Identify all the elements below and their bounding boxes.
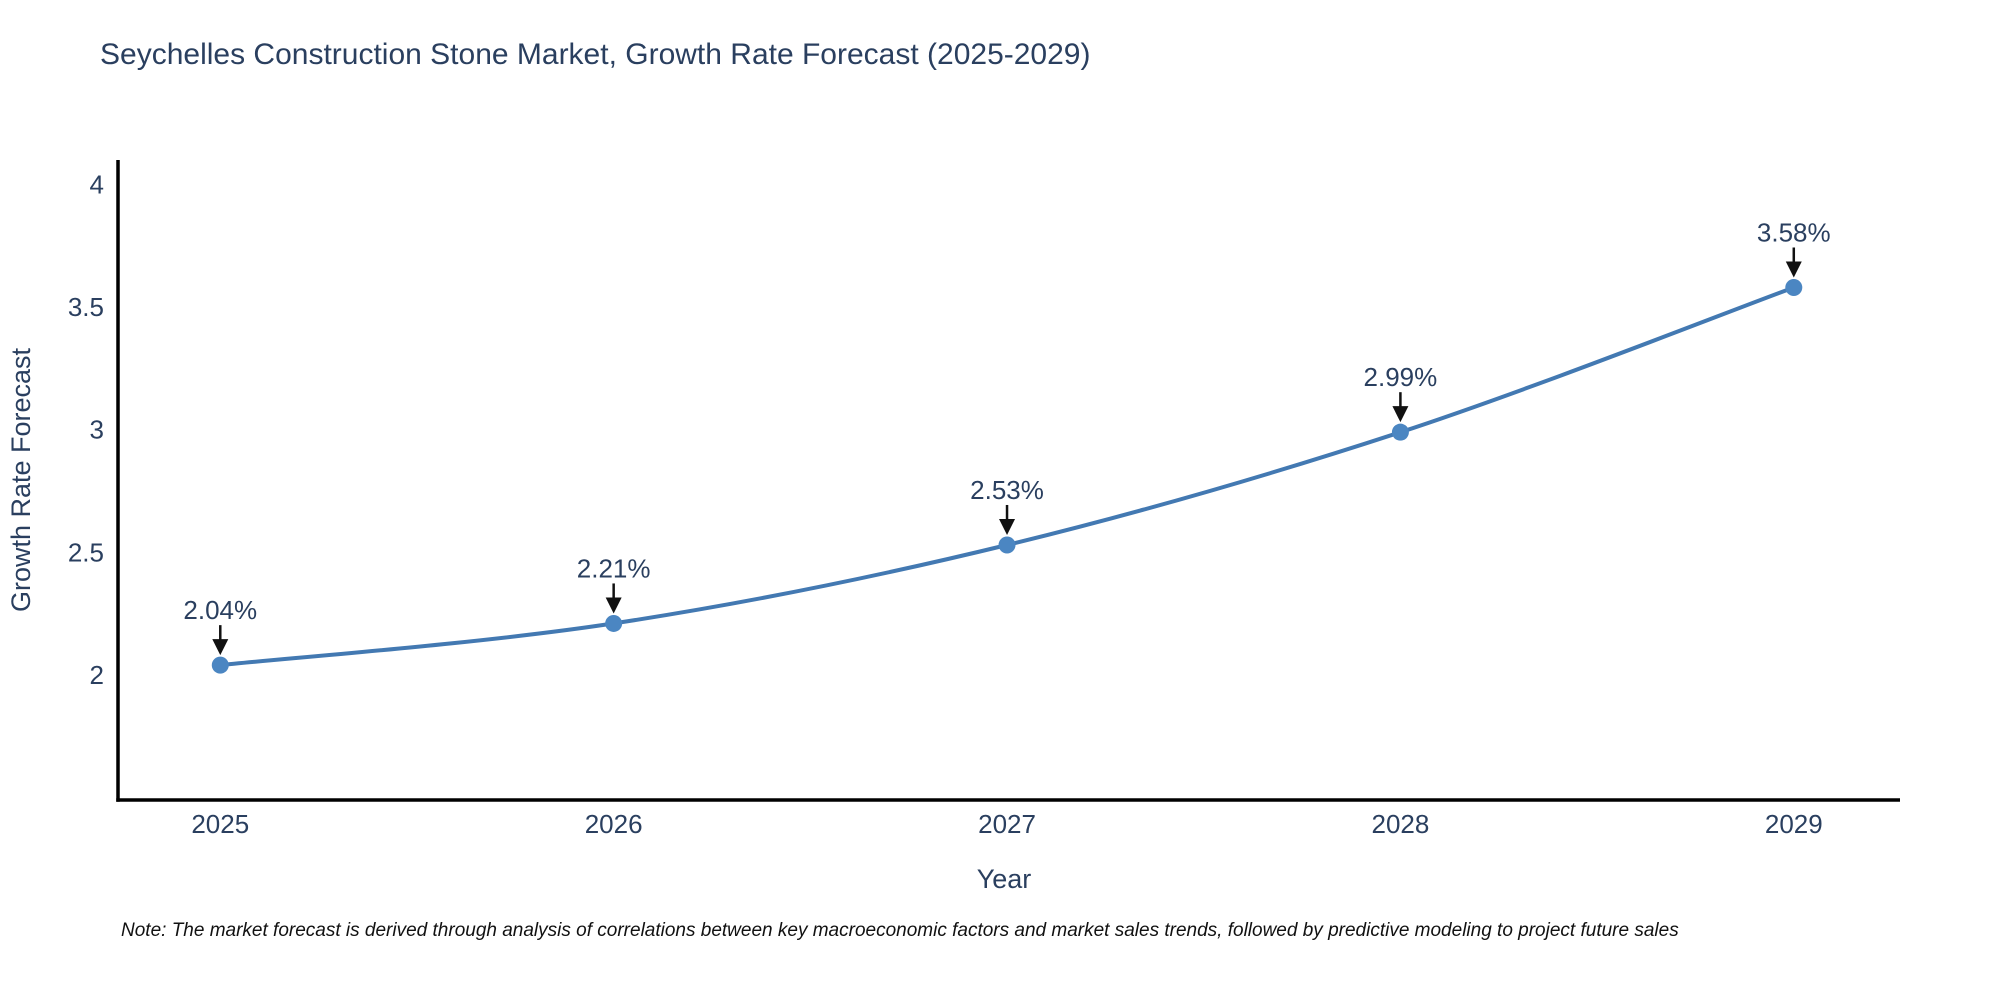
y-tick-label: 2.5 [68, 537, 104, 567]
x-tick-label: 2029 [1765, 809, 1823, 839]
chart-title: Seychelles Construction Stone Market, Gr… [100, 38, 1091, 71]
data-point-marker [1391, 423, 1409, 441]
annotation-arrow-head [212, 639, 229, 656]
x-tick-label: 2026 [585, 809, 643, 839]
x-axis-title: Year [977, 864, 1032, 894]
annotation-arrow-head [999, 518, 1016, 535]
data-point-marker [211, 656, 229, 674]
annotation-label: 2.21% [577, 553, 651, 583]
y-axis-title: Growth Rate Forecast [6, 347, 36, 612]
annotation-label: 2.99% [1364, 362, 1438, 392]
annotation-arrow-head [1392, 406, 1409, 423]
data-point-marker [605, 614, 623, 632]
data-point-marker [998, 536, 1016, 554]
annotation-label: 3.58% [1757, 218, 1831, 248]
annotation-arrow-head [605, 597, 622, 614]
footnote: Note: The market forecast is derived thr… [121, 920, 1679, 941]
y-tick-label: 3 [90, 415, 104, 445]
annotation-label: 2.04% [183, 595, 257, 625]
y-tick-label: 3.5 [68, 292, 104, 322]
annotation-label: 2.53% [970, 475, 1044, 505]
x-tick-label: 2025 [191, 809, 249, 839]
y-tick-label: 4 [90, 170, 104, 200]
data-point-marker [1785, 279, 1803, 297]
x-tick-label: 2027 [978, 809, 1036, 839]
y-tick-label: 2 [90, 660, 104, 690]
annotation-arrow-head [1785, 261, 1802, 278]
x-tick-label: 2028 [1371, 809, 1429, 839]
